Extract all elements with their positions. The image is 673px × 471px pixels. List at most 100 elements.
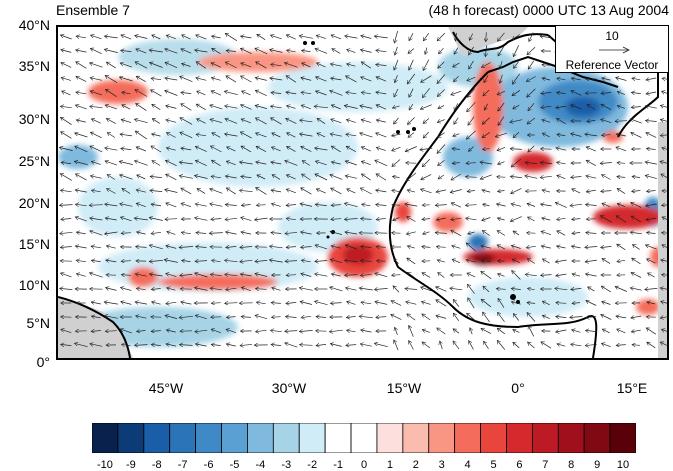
wind-vector bbox=[394, 258, 399, 264]
wind-vector bbox=[392, 177, 400, 178]
wind-vector bbox=[91, 331, 101, 332]
wind-vector bbox=[660, 134, 667, 135]
colorbar-swatch bbox=[609, 423, 636, 453]
wind-vector bbox=[453, 341, 460, 350]
wind-vector bbox=[420, 148, 433, 150]
wind-vector bbox=[631, 203, 642, 208]
wind-vector bbox=[632, 177, 641, 178]
wind-vector bbox=[557, 175, 566, 180]
wind-vector bbox=[405, 146, 417, 152]
wind-vector bbox=[450, 189, 462, 193]
wind-vector bbox=[541, 275, 552, 276]
wind-vector bbox=[513, 230, 520, 236]
wind-vector bbox=[315, 49, 328, 54]
wind-vector bbox=[255, 289, 267, 290]
wind-vector bbox=[287, 146, 296, 152]
wind-vector bbox=[495, 132, 507, 137]
wind-vector bbox=[527, 117, 536, 124]
wind-vector bbox=[467, 284, 475, 294]
wind-vector bbox=[497, 328, 506, 335]
wind-vector bbox=[345, 176, 357, 179]
wind-vector bbox=[286, 247, 296, 248]
wind-vector bbox=[602, 203, 611, 208]
wind-vector bbox=[316, 317, 327, 318]
wind-vector bbox=[395, 75, 398, 82]
wind-vector bbox=[256, 62, 267, 69]
wind-vector bbox=[241, 76, 252, 83]
wind-vector bbox=[662, 91, 667, 95]
wind-vector bbox=[315, 301, 328, 306]
wind-vector bbox=[437, 32, 446, 41]
wind-vector bbox=[615, 287, 628, 292]
wind-vector bbox=[481, 328, 492, 334]
wind-vector bbox=[481, 246, 492, 248]
wind-vector bbox=[167, 232, 176, 235]
colorbar-tick-label: -3 bbox=[281, 459, 292, 471]
wind-vector bbox=[346, 134, 357, 136]
reference-vector-magnitude: 10 bbox=[605, 29, 619, 43]
wind-vector bbox=[152, 134, 161, 136]
colorbar-swatch bbox=[583, 423, 611, 453]
wind-vector bbox=[466, 218, 477, 220]
wind-vector bbox=[361, 92, 371, 93]
wind-vector bbox=[210, 146, 222, 153]
wind-vector bbox=[540, 162, 552, 163]
reference-vector-label: Reference Vector bbox=[565, 58, 659, 72]
colorbar-tick-label: 3 bbox=[438, 459, 445, 471]
wind-vector bbox=[301, 247, 312, 248]
wind-vector bbox=[631, 216, 642, 223]
wind-vector bbox=[151, 78, 162, 79]
wind-vector bbox=[631, 107, 641, 108]
wind-vector bbox=[422, 219, 431, 220]
wind-vector bbox=[165, 219, 178, 220]
wind-vector bbox=[256, 302, 266, 304]
wind-vector bbox=[211, 176, 222, 177]
wind-vector bbox=[436, 190, 447, 192]
wind-vector bbox=[61, 162, 72, 163]
wind-vector bbox=[271, 64, 282, 65]
wind-vector bbox=[105, 89, 117, 97]
wind-vector bbox=[164, 260, 178, 263]
wind-vector bbox=[150, 63, 163, 68]
wind-vector bbox=[630, 119, 642, 124]
wind-vector bbox=[361, 219, 372, 220]
wind-vector bbox=[482, 149, 490, 150]
wind-vector bbox=[271, 317, 281, 318]
wind-vector bbox=[376, 173, 387, 181]
wind-vector bbox=[195, 315, 207, 320]
wind-vector bbox=[331, 219, 342, 220]
wind-vector bbox=[422, 88, 430, 97]
wind-vector bbox=[616, 345, 626, 346]
wind-vector bbox=[241, 217, 252, 221]
wind-vector bbox=[376, 133, 387, 138]
wind-vector bbox=[439, 47, 444, 54]
wind-vector bbox=[331, 246, 341, 248]
wind-vector bbox=[271, 162, 282, 164]
wind-vector bbox=[421, 287, 432, 292]
wind-vector bbox=[271, 344, 282, 345]
wind-vector bbox=[454, 47, 459, 55]
wind-vector bbox=[166, 330, 176, 332]
wind-vector bbox=[271, 93, 282, 94]
wind-vector bbox=[482, 190, 491, 192]
wind-vector bbox=[165, 78, 178, 80]
wind-vector bbox=[301, 232, 312, 234]
wind-vector bbox=[572, 219, 581, 220]
wind-vector bbox=[483, 286, 490, 293]
wind-vector bbox=[394, 117, 399, 124]
colorbar-tick-label: 5 bbox=[490, 459, 497, 471]
colorbar-tick-label: 1 bbox=[386, 459, 393, 471]
wind-vector bbox=[408, 103, 414, 110]
wind-vector bbox=[134, 161, 148, 166]
wind-vector bbox=[316, 91, 327, 96]
wind-vector bbox=[344, 203, 358, 208]
wind-vector bbox=[481, 261, 491, 262]
wind-vector bbox=[375, 273, 388, 278]
wind-vector bbox=[300, 204, 313, 207]
colorbar-swatch bbox=[169, 423, 197, 453]
wind-vector bbox=[120, 204, 133, 207]
wind-vector bbox=[394, 59, 399, 70]
wind-vector bbox=[226, 51, 236, 52]
wind-vector bbox=[302, 50, 311, 51]
wind-vector bbox=[437, 89, 445, 97]
